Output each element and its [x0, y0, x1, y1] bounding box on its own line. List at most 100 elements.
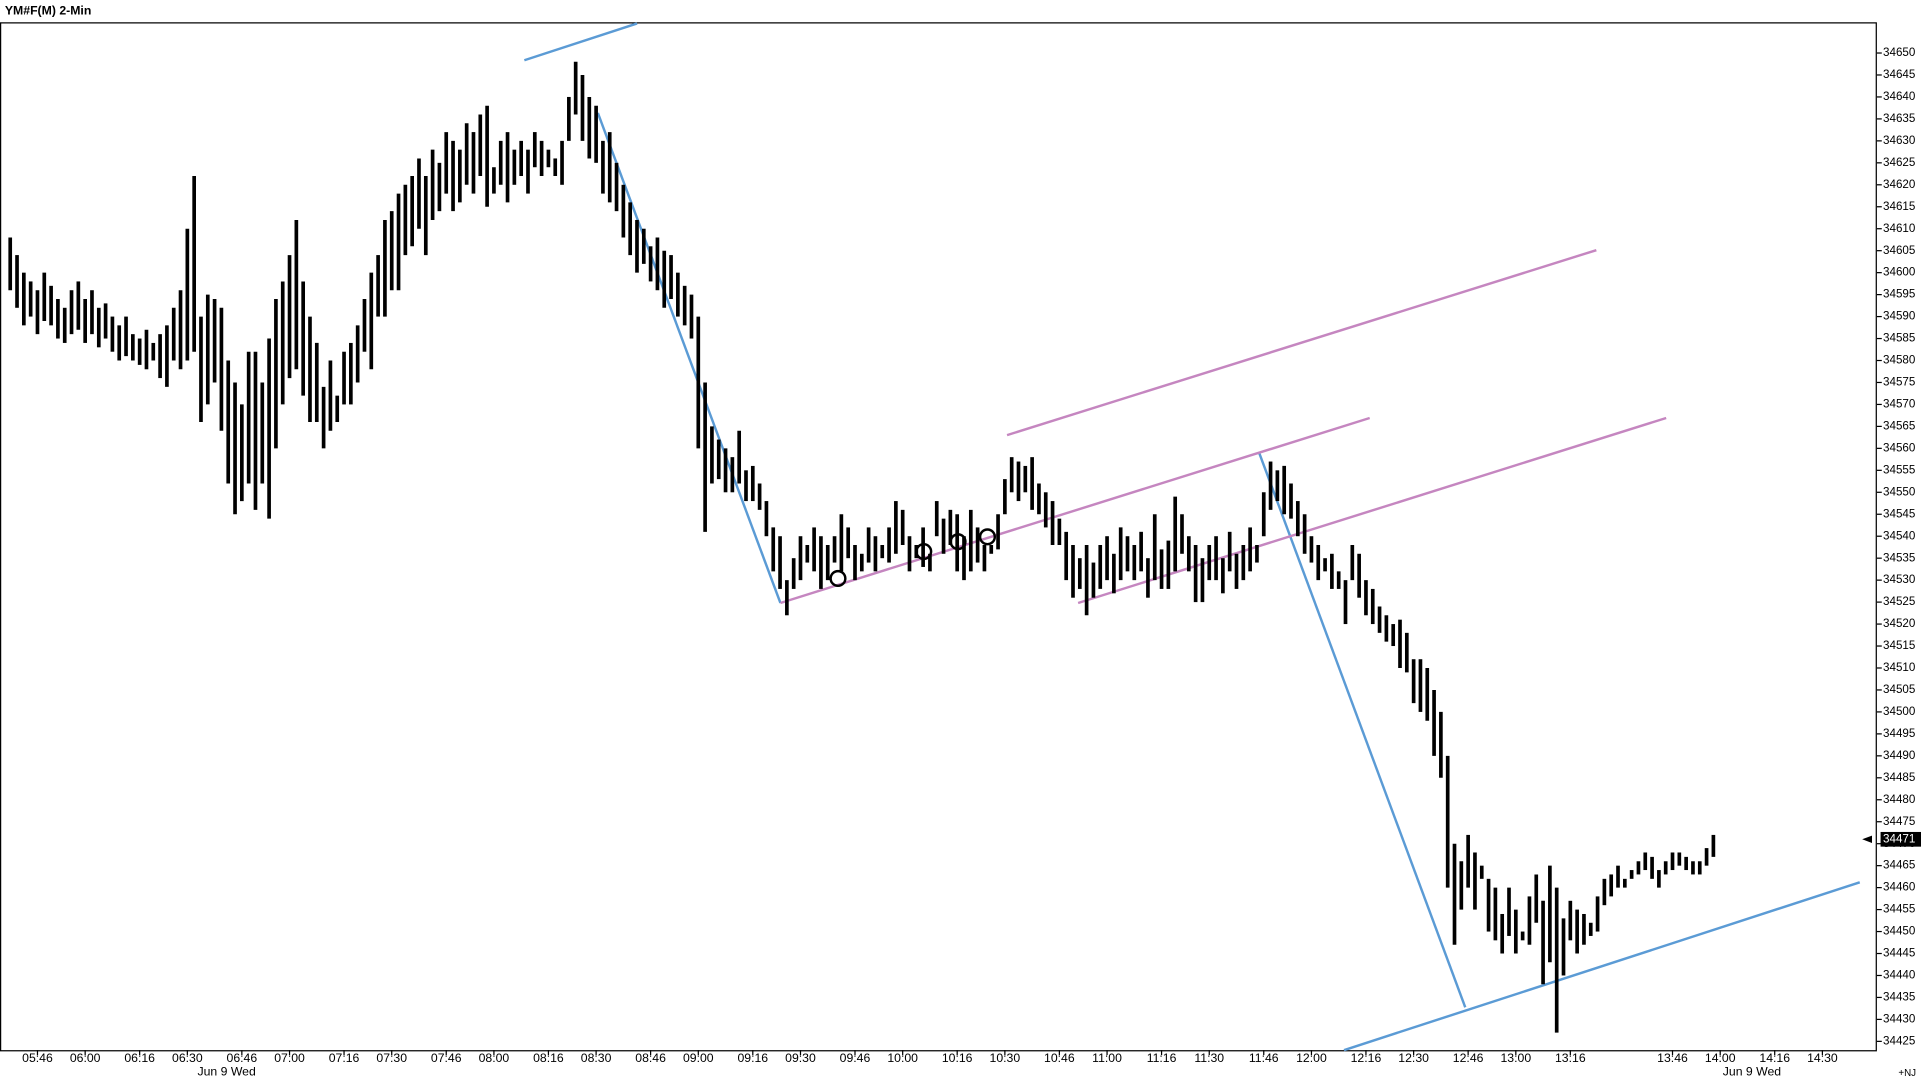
x-tick-label: 08:30 — [581, 1051, 612, 1065]
x-tick-label: 08:46 — [635, 1051, 666, 1065]
x-tick-label: 08:16 — [533, 1051, 564, 1065]
chart-title: YM#F(M) 2-Min — [5, 3, 91, 17]
y-tick-label: 34630 — [1883, 134, 1916, 147]
x-tick-label: 09:30 — [785, 1051, 816, 1065]
x-tick-label: 07:30 — [376, 1051, 407, 1065]
x-tick-label: 14:16 — [1759, 1051, 1790, 1065]
x-tick-label: 08:00 — [479, 1051, 510, 1065]
x-tick-label: 06:16 — [124, 1051, 155, 1065]
x-tick-label: 06:30 — [172, 1051, 203, 1065]
y-tick-label: 34625 — [1883, 156, 1915, 169]
y-tick-label: 34620 — [1883, 178, 1916, 191]
x-tick-label: 11:30 — [1194, 1051, 1224, 1065]
y-tick-label: 34545 — [1883, 507, 1915, 520]
trend-line — [1343, 881, 1861, 1052]
trend-line — [523, 22, 638, 62]
y-tick-label: 34510 — [1883, 661, 1916, 674]
x-tick-label: 12:46 — [1453, 1051, 1484, 1065]
channel-line — [780, 416, 1371, 605]
x-tick-label: 11:00 — [1092, 1051, 1122, 1065]
y-tick-label: 34610 — [1883, 222, 1916, 235]
x-tick-label: 06:00 — [70, 1051, 101, 1065]
y-tick-label: 34500 — [1883, 705, 1916, 718]
y-tick-label: 34460 — [1883, 881, 1916, 894]
x-tick-label: 11:46 — [1249, 1051, 1279, 1065]
y-tick-label: 34590 — [1883, 310, 1916, 323]
x-tick-label: 10:00 — [887, 1051, 918, 1065]
x-tick-label: 05:46 — [22, 1051, 53, 1065]
y-tick-label: 34550 — [1883, 485, 1916, 498]
y-tick-label: 34435 — [1883, 991, 1915, 1004]
y-tick-label: 34605 — [1883, 244, 1915, 257]
corner-label: +NJ — [1898, 1068, 1916, 1079]
y-tick-label: 34530 — [1883, 573, 1916, 586]
x-tick-label: 13:00 — [1500, 1051, 1531, 1065]
touch-circle — [978, 528, 997, 546]
y-tick-label: 34555 — [1883, 463, 1915, 476]
x-tick-label: 13:16 — [1555, 1051, 1586, 1065]
y-tick-label: 34650 — [1883, 46, 1916, 59]
x-tick-label: 10:30 — [990, 1051, 1021, 1065]
y-tick-label: 34525 — [1883, 595, 1915, 608]
x-tick-label: 10:16 — [942, 1051, 973, 1065]
y-tick-label: 34505 — [1883, 683, 1915, 696]
x-tick-label: 10:46 — [1044, 1051, 1075, 1065]
y-tick-label: 34485 — [1883, 771, 1915, 784]
y-tick-label: 34540 — [1883, 529, 1916, 542]
y-tick-label: 34645 — [1883, 68, 1915, 81]
y-tick-label: 34495 — [1883, 727, 1915, 740]
x-tick-label: 06:46 — [227, 1051, 258, 1065]
y-tick-label: 34595 — [1883, 288, 1915, 301]
y-tick-label: 34615 — [1883, 200, 1915, 213]
x-tick-label: 09:16 — [737, 1051, 768, 1065]
y-tick-label: 34635 — [1883, 112, 1915, 125]
y-tick-label: 34600 — [1883, 266, 1916, 279]
y-tick-label: 34640 — [1883, 90, 1916, 103]
x-tick-label: 07:00 — [274, 1051, 305, 1065]
x-tick-label: 12:16 — [1351, 1051, 1382, 1065]
y-tick-label: 34515 — [1883, 639, 1915, 652]
y-tick-label: 34425 — [1883, 1034, 1915, 1047]
x-tick-label: 09:00 — [683, 1051, 714, 1065]
y-tick-label: 34575 — [1883, 376, 1915, 389]
y-tick-label: 34490 — [1883, 749, 1916, 762]
channel-line — [1006, 248, 1597, 437]
x-tick-label: 11:16 — [1147, 1051, 1177, 1065]
x-tick-label: 14:30 — [1807, 1051, 1838, 1065]
x-tick-label: 09:46 — [840, 1051, 871, 1065]
x-tick-label: 14:00 — [1705, 1051, 1736, 1065]
x-tick-label: 12:30 — [1398, 1051, 1429, 1065]
y-tick-label: 34450 — [1883, 925, 1916, 938]
date-label: Jun 9 Wed — [197, 1064, 256, 1078]
x-tick-label: 07:46 — [431, 1051, 462, 1065]
x-tick-label: 07:16 — [329, 1051, 360, 1065]
y-tick-label: 34585 — [1883, 332, 1915, 345]
y-tick-label: 34535 — [1883, 551, 1915, 564]
last-price-arrow — [1862, 835, 1872, 843]
trend-line — [1258, 453, 1467, 1008]
x-tick-label: 12:00 — [1296, 1051, 1327, 1065]
y-tick-label: 34520 — [1883, 617, 1916, 630]
last-price-label: 34471 — [1883, 832, 1915, 845]
y-tick-label: 34440 — [1883, 969, 1916, 982]
x-tick-label: 13:46 — [1657, 1051, 1688, 1065]
y-tick-label: 34430 — [1883, 1012, 1916, 1025]
y-tick-label: 34445 — [1883, 947, 1915, 960]
y-tick-label: 34465 — [1883, 859, 1915, 872]
touch-circle — [829, 569, 847, 588]
date-label: Jun 9 Wed — [1723, 1064, 1782, 1078]
y-tick-label: 34455 — [1883, 903, 1915, 916]
y-tick-label: 34480 — [1883, 793, 1916, 806]
channel-line — [1077, 416, 1667, 605]
y-tick-label: 34565 — [1883, 419, 1915, 432]
trend-line — [596, 112, 782, 604]
last-price-box — [1880, 831, 1921, 847]
y-tick-label: 34560 — [1883, 441, 1916, 454]
plot-frame — [0, 22, 1877, 1052]
y-tick-label: 34570 — [1883, 398, 1916, 411]
y-tick-label: 34475 — [1883, 815, 1915, 828]
y-tick-label: 34580 — [1883, 354, 1916, 367]
